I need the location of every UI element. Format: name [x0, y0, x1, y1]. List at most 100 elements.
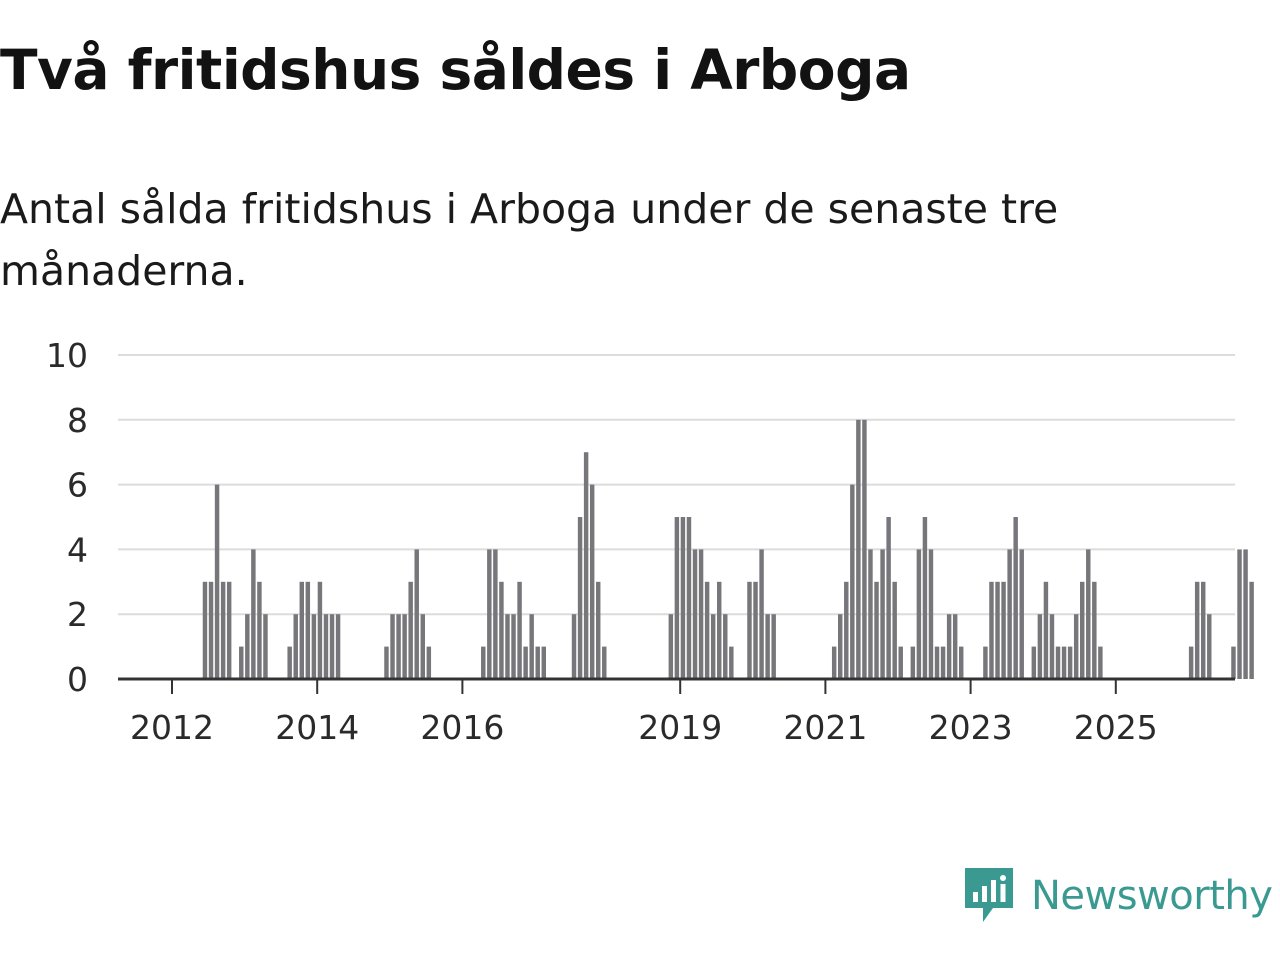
bar [910, 646, 916, 679]
bar [704, 581, 710, 679]
bar [1073, 614, 1079, 679]
bar [335, 614, 341, 679]
bar [1043, 581, 1049, 679]
bar [674, 517, 680, 679]
bar [293, 614, 298, 679]
bar [759, 549, 764, 679]
bar [856, 419, 861, 679]
x-tick-label: 2012 [130, 708, 214, 747]
bar [1188, 646, 1194, 679]
bar [402, 614, 407, 679]
bar [922, 517, 928, 679]
x-tick-label: 2014 [275, 708, 359, 747]
bar [511, 614, 516, 679]
bar [898, 646, 903, 679]
logo-text: Newsworthy [1031, 873, 1273, 919]
bar [940, 646, 946, 679]
bar [208, 581, 214, 679]
bar [983, 646, 988, 679]
bar [517, 581, 522, 679]
bar [995, 581, 1000, 679]
chart-title: Två fritidshus såldes i Arboga [0, 38, 911, 102]
bar [771, 614, 776, 679]
bar [577, 517, 583, 679]
y-tick-label: 0 [67, 660, 88, 699]
bar [892, 581, 897, 679]
newsworthy-logo-icon [965, 868, 1013, 922]
y-tick-label: 2 [67, 595, 88, 634]
bar [602, 646, 607, 679]
bar [263, 614, 268, 679]
x-tick-label: 2023 [929, 708, 1013, 747]
bar [1243, 549, 1248, 679]
bar [686, 517, 692, 679]
bar [765, 614, 770, 679]
bar [959, 646, 964, 679]
x-tick-label: 2021 [783, 708, 867, 747]
bar [1067, 646, 1073, 679]
bar [220, 581, 226, 679]
bar [202, 581, 208, 679]
newsworthy-logo: Newsworthy [963, 866, 1273, 926]
y-tick-label: 8 [67, 401, 88, 440]
bar [668, 614, 674, 679]
x-tick-label: 2025 [1074, 708, 1158, 747]
bar [1231, 646, 1236, 679]
bar [747, 581, 752, 679]
bar [1092, 581, 1097, 679]
bar [305, 581, 311, 679]
bar [946, 614, 952, 679]
bar [251, 549, 256, 679]
gridlines [118, 354, 1235, 616]
bar [1019, 549, 1024, 679]
x-tick-label: 2019 [638, 708, 722, 747]
y-tick-label: 10 [46, 336, 88, 375]
bars [202, 419, 1254, 679]
bar [862, 419, 867, 679]
bar [571, 614, 577, 679]
bar [723, 614, 728, 679]
bar [226, 581, 232, 679]
bar [928, 549, 934, 679]
bar [1001, 581, 1006, 679]
bar [487, 549, 492, 679]
bar [505, 614, 510, 679]
bar [499, 581, 504, 679]
bar [317, 581, 323, 679]
bar [1049, 614, 1055, 679]
bar [311, 614, 317, 679]
bar [287, 646, 292, 679]
bar [844, 581, 849, 679]
bar [1037, 614, 1043, 679]
y-tick-label: 4 [67, 530, 88, 569]
bar [396, 614, 401, 679]
x-axis: 2012 2014 2016 2019 2021 2023 2025 [118, 677, 1235, 747]
bar [1249, 581, 1254, 679]
bar [408, 581, 413, 679]
bar [753, 581, 758, 679]
bar [886, 517, 891, 679]
y-tick-label: 6 [67, 466, 88, 505]
bar [850, 484, 855, 679]
bar [1031, 646, 1037, 679]
bar [698, 549, 704, 679]
bar [426, 646, 432, 679]
bar [729, 646, 734, 679]
bar [1007, 549, 1012, 679]
bar [1207, 614, 1212, 679]
bar [414, 549, 419, 679]
bar [838, 614, 843, 679]
bar [583, 452, 589, 679]
bar [868, 549, 873, 679]
bar [717, 581, 722, 679]
bar [916, 549, 922, 679]
bar [880, 549, 885, 679]
bar [1013, 517, 1018, 679]
chart-subtitle: Antal sålda fritidshus i Arboga under de… [0, 185, 1059, 295]
bar [214, 484, 220, 679]
bar [329, 614, 335, 679]
bar [323, 614, 329, 679]
bar [1080, 581, 1085, 679]
bar [481, 646, 486, 679]
bar [257, 581, 262, 679]
